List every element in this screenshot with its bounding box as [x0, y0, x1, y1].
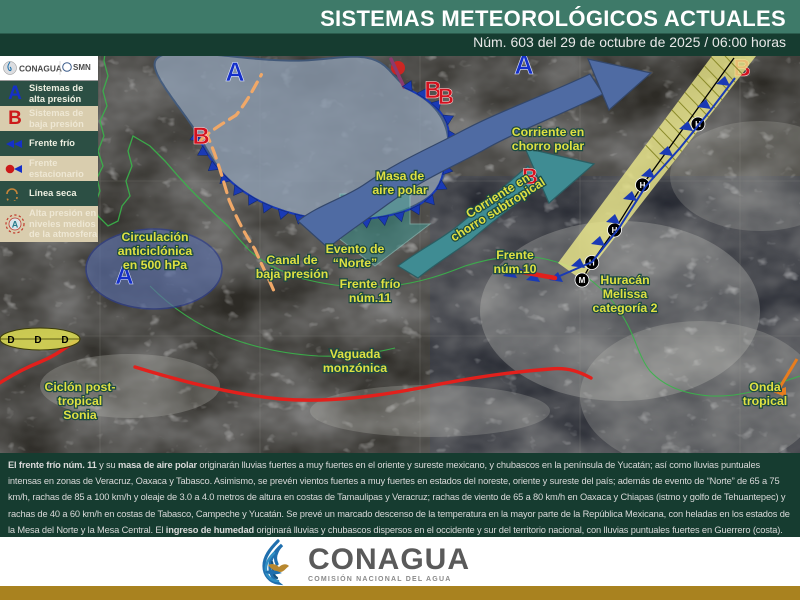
- svg-text:tropical: tropical: [58, 394, 102, 408]
- svg-text:núm.11: núm.11: [349, 291, 392, 305]
- svg-text:aire polar: aire polar: [372, 183, 428, 197]
- svg-text:Frente: Frente: [496, 248, 534, 262]
- svg-text:Canal de: Canal de: [266, 253, 317, 267]
- svg-text:D: D: [7, 335, 14, 346]
- svg-text:Masa de: Masa de: [376, 169, 425, 183]
- svg-text:Onda: Onda: [749, 380, 781, 394]
- svg-text:A: A: [225, 57, 245, 87]
- svg-text:baja presión: baja presión: [256, 267, 328, 281]
- svg-text:Vaguada: Vaguada: [330, 347, 381, 361]
- svg-text:Melissa: Melissa: [603, 287, 648, 301]
- svg-text:SMN: SMN: [73, 63, 91, 72]
- svg-text:núm.10: núm.10: [493, 262, 536, 276]
- svg-text:A: A: [514, 56, 534, 80]
- svg-text:Circulación: Circulación: [122, 230, 189, 244]
- svg-text:en 500 hPa: en 500 hPa: [123, 258, 187, 272]
- svg-text:Ciclón post-: Ciclón post-: [44, 380, 115, 394]
- svg-text:chorro polar: chorro polar: [512, 139, 585, 153]
- svg-text:anticiclónica: anticiclónica: [118, 244, 193, 258]
- svg-text:D: D: [34, 335, 41, 346]
- svg-text:categoría 2: categoría 2: [593, 301, 658, 315]
- svg-text:tropical: tropical: [743, 394, 787, 408]
- svg-text:COMISIÓN NACIONAL DEL AGUA: COMISIÓN NACIONAL DEL AGUA: [308, 574, 451, 583]
- svg-text:B: B: [438, 84, 454, 109]
- svg-text:A: A: [12, 220, 19, 230]
- svg-text:“Norte”: “Norte”: [333, 256, 377, 270]
- svg-text:monzónica: monzónica: [323, 361, 387, 375]
- svg-text:M: M: [579, 276, 586, 285]
- svg-text:Huracán: Huracán: [600, 273, 649, 287]
- svg-text:Frente frío: Frente frío: [340, 277, 401, 291]
- svg-text:B: B: [192, 123, 209, 150]
- svg-text:CONAGUA: CONAGUA: [19, 64, 62, 74]
- svg-text:CONAGUA: CONAGUA: [308, 543, 470, 576]
- svg-text:Sonia: Sonia: [63, 408, 97, 422]
- svg-text:Corriente en: Corriente en: [512, 125, 584, 139]
- svg-text:Evento de: Evento de: [326, 242, 385, 256]
- svg-text:D: D: [61, 335, 68, 346]
